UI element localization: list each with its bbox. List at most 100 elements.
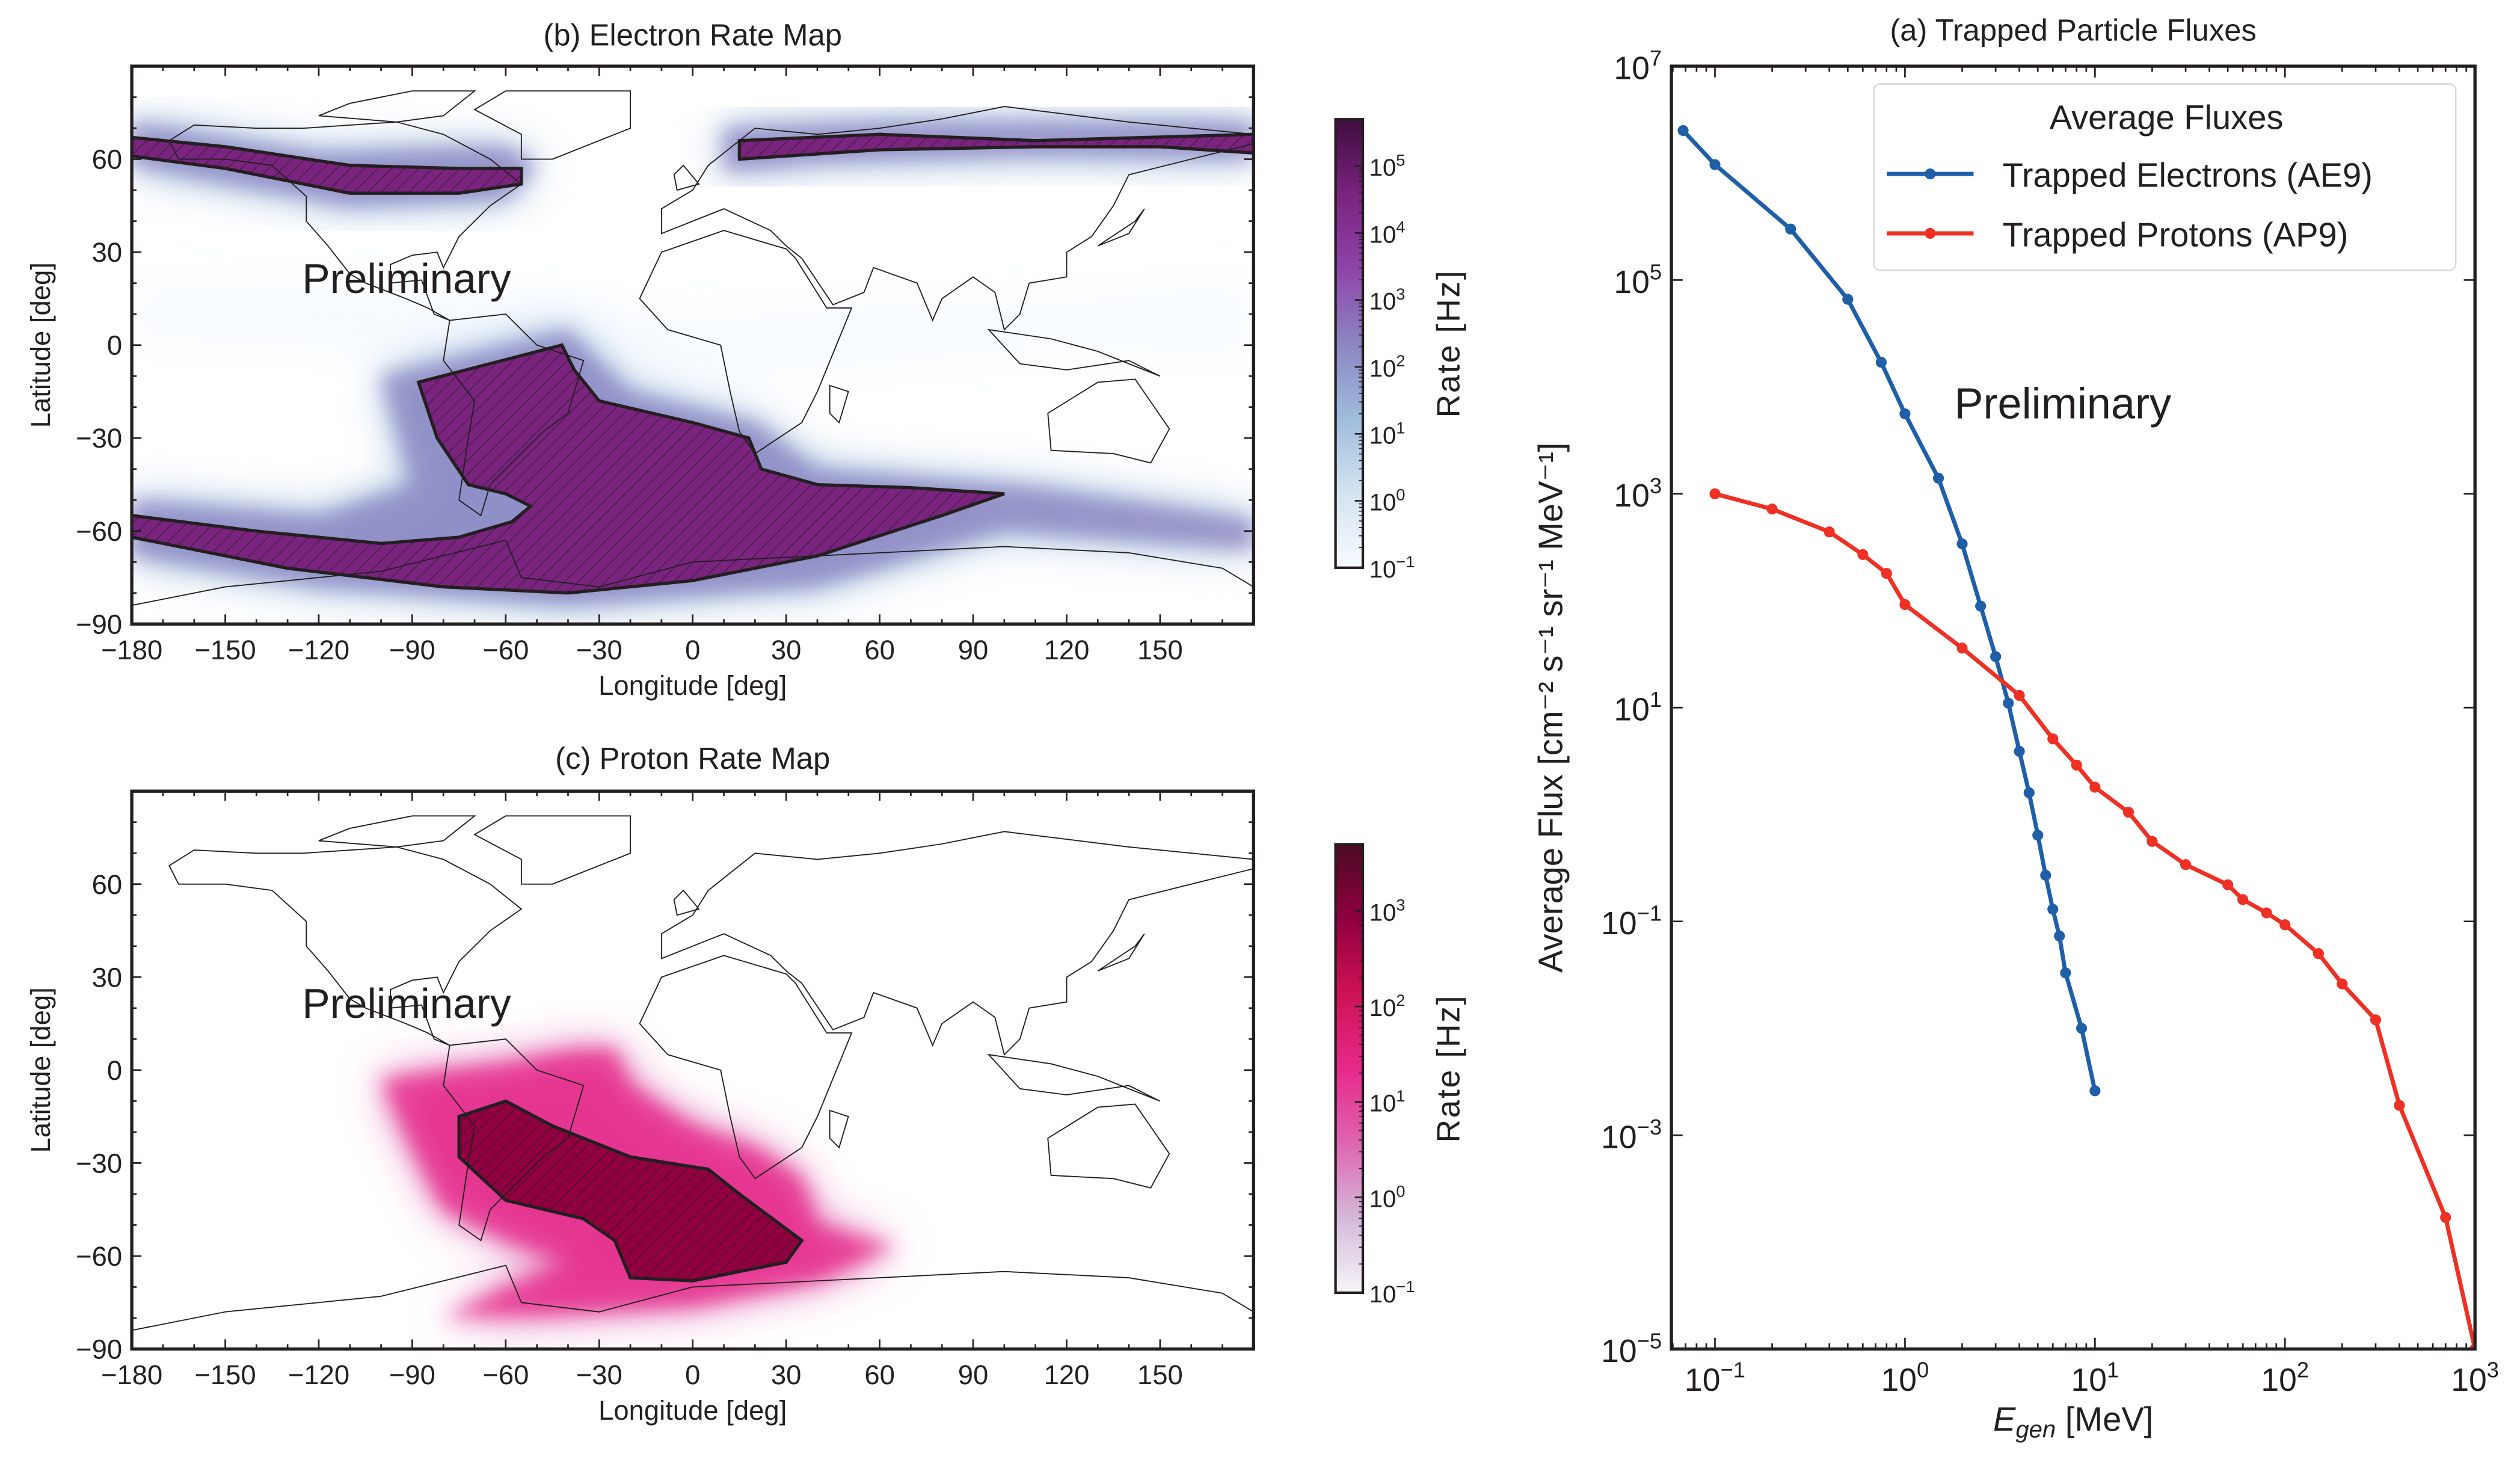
y-tick-label: −30 bbox=[76, 1148, 122, 1178]
coastlines bbox=[132, 815, 1254, 1349]
x-tick-label: 102 bbox=[2261, 1357, 2309, 1397]
coastline bbox=[132, 1264, 1254, 1349]
data-point bbox=[2054, 930, 2065, 942]
data-point bbox=[1932, 472, 1944, 484]
coastline bbox=[168, 846, 523, 1046]
x-tick-label: 60 bbox=[864, 1360, 895, 1390]
data-point bbox=[2076, 1023, 2088, 1034]
y-tick-label: −60 bbox=[76, 1241, 122, 1272]
x-tick-label: −60 bbox=[482, 635, 529, 665]
data-point bbox=[1677, 125, 1689, 137]
coastline bbox=[168, 121, 523, 321]
data-point bbox=[1975, 600, 1987, 612]
data-point bbox=[2014, 689, 2025, 701]
legend-marker bbox=[1925, 168, 1936, 180]
data-point bbox=[2337, 978, 2348, 990]
y-tick-label: 0 bbox=[107, 330, 122, 361]
data-point bbox=[2440, 1212, 2451, 1223]
coastline bbox=[987, 328, 1161, 377]
hatched-contour bbox=[457, 1099, 804, 1283]
data-point bbox=[2394, 1100, 2405, 1111]
y-axis-label: Average Flux [cm⁻² s⁻¹ sr⁻¹ MeV⁻¹] bbox=[1531, 443, 1569, 973]
proton-rate-map: −180 −150 −120 −90 −60 −30 0 30 60 90 120 150 60 30 0 −… bbox=[25, 789, 1466, 1426]
x-axis-label: Egen [MeV] bbox=[1993, 1400, 2153, 1443]
colorbar-tick-label: 10−1 bbox=[1369, 552, 1415, 583]
x-tick-label: 0 bbox=[685, 635, 700, 665]
data-point bbox=[1990, 651, 2002, 662]
data-point bbox=[2071, 759, 2082, 771]
x-tick-label: −30 bbox=[576, 1360, 622, 1390]
proton-map-title: (c) Proton Rate Map bbox=[555, 741, 830, 775]
electron-map-title: (b) Electron Rate Map bbox=[543, 17, 842, 52]
y-tick-label: 60 bbox=[92, 144, 123, 175]
data-point bbox=[1709, 159, 1721, 170]
data-point bbox=[1899, 599, 1911, 611]
data-point bbox=[1785, 223, 1796, 235]
electron-colorbar bbox=[1334, 118, 1365, 569]
x-tick-label: −30 bbox=[576, 635, 622, 665]
y-tick-label: 107 bbox=[1614, 46, 1662, 86]
data-point bbox=[1824, 526, 1835, 538]
coastlines bbox=[132, 90, 1254, 624]
trapped-particle-flux-chart: 10−1 100 101 102 103 107 105 103 101 10−1 10−3 10−5… bbox=[1531, 46, 2499, 1443]
colorbar-tick-label: 102 bbox=[1369, 351, 1406, 382]
data-point bbox=[2032, 830, 2044, 841]
data-point bbox=[1857, 549, 1869, 560]
x-tick-label: 90 bbox=[958, 635, 989, 665]
data-point bbox=[2014, 745, 2025, 757]
coastline bbox=[673, 164, 700, 191]
y-tick-label: 0 bbox=[107, 1055, 122, 1086]
x-axis-label: Longitude [deg] bbox=[598, 1395, 787, 1426]
proton-colorbar bbox=[1334, 843, 1365, 1295]
x-tick-label: 100 bbox=[1881, 1357, 1929, 1397]
legend-box bbox=[1873, 83, 2457, 271]
coastline bbox=[473, 815, 631, 885]
x-tick-label: −180 bbox=[101, 1360, 162, 1390]
data-point bbox=[2122, 807, 2134, 818]
colorbar-tick-label: 10−1 bbox=[1369, 1277, 1415, 1308]
data-point bbox=[2089, 781, 2101, 793]
coastline bbox=[987, 1053, 1161, 1102]
legend-marker bbox=[1925, 227, 1936, 239]
x-tick-label: 10−1 bbox=[1685, 1357, 1745, 1397]
data-point bbox=[2261, 907, 2272, 919]
x-tick-label: 90 bbox=[958, 1360, 989, 1390]
rate-heatmap bbox=[381, 1048, 896, 1318]
y-tick-label: 101 bbox=[1614, 687, 1662, 727]
x-tick-label: 0 bbox=[685, 1360, 700, 1390]
colorbar-tick-label: 103 bbox=[1369, 285, 1406, 315]
data-point bbox=[2060, 967, 2071, 979]
electron-rate-map: −180 −150 −120 −90 −60 −30 0 30 60 90 120 150 60 30 0 −… bbox=[25, 64, 1466, 701]
data-point bbox=[2003, 697, 2014, 709]
y-tick-label: 30 bbox=[92, 237, 123, 268]
coastline bbox=[132, 539, 1254, 624]
series-line bbox=[1714, 491, 2475, 1349]
y-tick-label: 10−5 bbox=[1601, 1328, 1662, 1369]
data-point bbox=[1956, 538, 1968, 550]
legend-entry: Trapped Electrons (AE9) bbox=[2003, 156, 2373, 194]
data-point bbox=[1899, 408, 1911, 419]
colorbar-tick-label: 100 bbox=[1369, 1182, 1406, 1213]
coastline bbox=[1097, 933, 1145, 972]
data-point bbox=[2180, 859, 2192, 870]
x-tick-label: 30 bbox=[771, 1360, 802, 1390]
y-tick-label: −90 bbox=[76, 1334, 122, 1365]
x-tick-label: −180 bbox=[101, 635, 162, 665]
x-tick-label: 150 bbox=[1137, 635, 1183, 665]
x-tick-label: −150 bbox=[194, 1360, 256, 1390]
colorbar-tick-label: 100 bbox=[1369, 485, 1406, 516]
data-point bbox=[2089, 1085, 2101, 1097]
series-line bbox=[1682, 129, 2097, 1092]
y-tick-label: −90 bbox=[76, 609, 122, 639]
x-tick-label: −90 bbox=[389, 635, 435, 665]
coastline bbox=[1097, 208, 1145, 247]
x-tick-label: −60 bbox=[482, 1360, 529, 1390]
x-tick-label: 120 bbox=[1044, 635, 1090, 665]
y-tick-label: 30 bbox=[92, 962, 123, 993]
data-point bbox=[2047, 904, 2059, 915]
legend-entry: Trapped Protons (AP9) bbox=[2003, 215, 2349, 253]
preliminary-watermark: Preliminary bbox=[1954, 380, 2171, 428]
coastline bbox=[829, 384, 849, 424]
coastline bbox=[318, 815, 476, 848]
